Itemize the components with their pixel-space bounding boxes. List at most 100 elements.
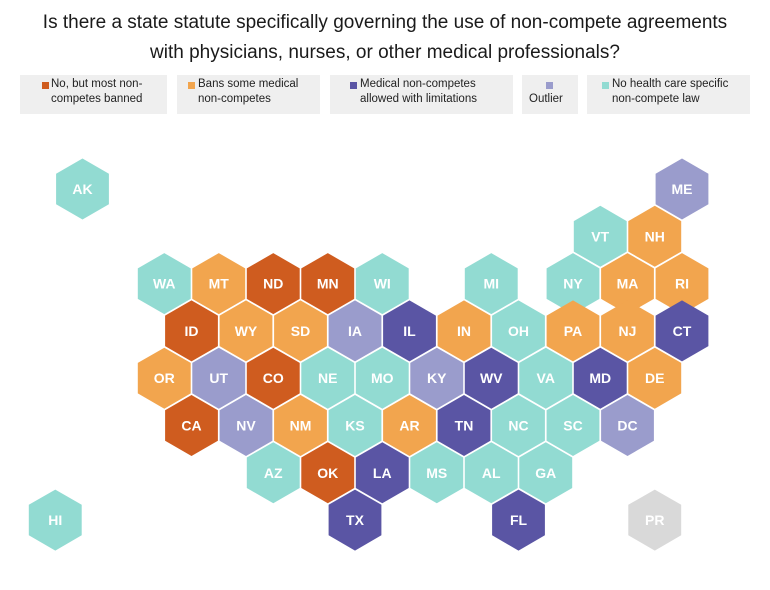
state-hex-dc — [601, 395, 654, 456]
state-nh: NH — [628, 205, 682, 267]
state-oh: OH — [492, 300, 545, 362]
state-hex-ma — [601, 253, 654, 315]
state-de: DE — [628, 347, 682, 409]
state-pa: PA — [546, 300, 600, 362]
state-label-in: IN — [457, 323, 471, 339]
state-label-nc: NC — [508, 418, 528, 434]
state-hex-va — [519, 347, 573, 409]
chart-title: Is there a state statute specifically go… — [0, 8, 770, 68]
state-hi: HI — [28, 489, 82, 551]
state-hex-wv — [464, 347, 518, 409]
legend-swatch-some — [188, 82, 195, 89]
legend-swatch-none — [602, 82, 609, 89]
state-ok: OK — [301, 442, 355, 504]
state-label-ok: OK — [317, 465, 338, 481]
state-ut: UT — [192, 347, 246, 409]
state-label-wa: WA — [153, 276, 176, 292]
state-label-me: ME — [672, 181, 693, 197]
state-ky: KY — [410, 347, 464, 409]
state-label-ms: MS — [426, 465, 447, 481]
state-label-fl: FL — [510, 512, 528, 528]
state-label-nd: ND — [263, 276, 283, 292]
state-label-ut: UT — [209, 370, 228, 386]
state-label-nm: NM — [290, 418, 312, 434]
state-ct: CT — [655, 300, 709, 362]
state-mt: MT — [192, 253, 246, 315]
state-hex-nm — [274, 395, 327, 456]
state-hex-pr — [628, 489, 682, 551]
state-hex-sc — [546, 395, 600, 456]
state-hex-il — [383, 300, 436, 362]
state-ks: KS — [328, 395, 382, 456]
state-nm: NM — [274, 395, 327, 456]
state-ar: AR — [383, 395, 436, 456]
state-label-id: ID — [185, 323, 199, 339]
state-label-tn: TN — [455, 418, 474, 434]
state-label-wy: WY — [235, 323, 258, 339]
state-hex-ne — [301, 347, 355, 409]
state-label-va: VA — [537, 370, 555, 386]
state-hex-tx — [328, 489, 382, 551]
state-vt: VT — [573, 205, 627, 267]
state-wa: WA — [137, 253, 191, 315]
state-la: LA — [355, 442, 409, 504]
state-hex-vt — [573, 205, 627, 267]
legend-item-outlier: Outlier — [522, 75, 578, 114]
state-label-sc: SC — [563, 418, 582, 434]
state-hex-nv — [219, 395, 273, 456]
state-label-mt: MT — [209, 276, 230, 292]
state-hex-nh — [628, 205, 682, 267]
state-label-nj: NJ — [619, 323, 637, 339]
state-hex-in — [437, 300, 491, 362]
legend-item-limited: Medical non-competes allowed with limita… — [330, 75, 513, 114]
state-hex-ny — [546, 253, 600, 315]
legend-swatch-banned — [42, 82, 49, 89]
state-label-ri: RI — [675, 276, 689, 292]
state-label-co: CO — [263, 370, 284, 386]
state-label-ga: GA — [535, 465, 556, 481]
legend-label-limited: Medical non-competes allowed with limita… — [360, 78, 477, 105]
state-sd: SD — [274, 300, 327, 362]
state-ak: AK — [56, 158, 109, 220]
state-hex-ga — [519, 442, 573, 504]
state-label-il: IL — [403, 323, 416, 339]
state-label-tx: TX — [346, 512, 365, 528]
state-fl: FL — [492, 489, 545, 551]
state-hex-ct — [655, 300, 709, 362]
state-mo: MO — [355, 347, 409, 409]
state-ia: IA — [328, 300, 382, 362]
legend-item-none: No health care specific non-compete law — [587, 75, 750, 114]
state-hex-az — [246, 442, 300, 504]
state-label-az: AZ — [264, 465, 283, 481]
state-hex-oh — [492, 300, 545, 362]
state-hex-or — [137, 347, 191, 409]
state-hex-mt — [192, 253, 246, 315]
state-label-ma: MA — [617, 276, 639, 292]
state-mn: MN — [301, 253, 355, 315]
state-in: IN — [437, 300, 491, 362]
state-hex-ia — [328, 300, 382, 362]
state-label-nv: NV — [236, 418, 256, 434]
state-hex-me — [655, 158, 709, 220]
state-tn: TN — [437, 395, 491, 456]
legend-label-banned: No, but most non- competes banned — [51, 78, 143, 105]
state-hex-hi — [28, 489, 82, 551]
state-hex-ks — [328, 395, 382, 456]
state-hex-la — [355, 442, 409, 504]
state-ne: NE — [301, 347, 355, 409]
state-label-ky: KY — [427, 370, 447, 386]
state-ms: MS — [410, 442, 464, 504]
state-label-wi: WI — [374, 276, 391, 292]
state-label-oh: OH — [508, 323, 529, 339]
state-hex-fl — [492, 489, 545, 551]
state-label-mn: MN — [317, 276, 339, 292]
state-hex-nc — [492, 395, 545, 456]
state-or: OR — [137, 347, 191, 409]
state-hex-ar — [383, 395, 436, 456]
state-ri: RI — [655, 253, 709, 315]
state-co: CO — [246, 347, 300, 409]
state-label-pr: PR — [645, 512, 664, 528]
state-label-ia: IA — [348, 323, 362, 339]
state-label-ks: KS — [345, 418, 364, 434]
state-wv: WV — [464, 347, 518, 409]
